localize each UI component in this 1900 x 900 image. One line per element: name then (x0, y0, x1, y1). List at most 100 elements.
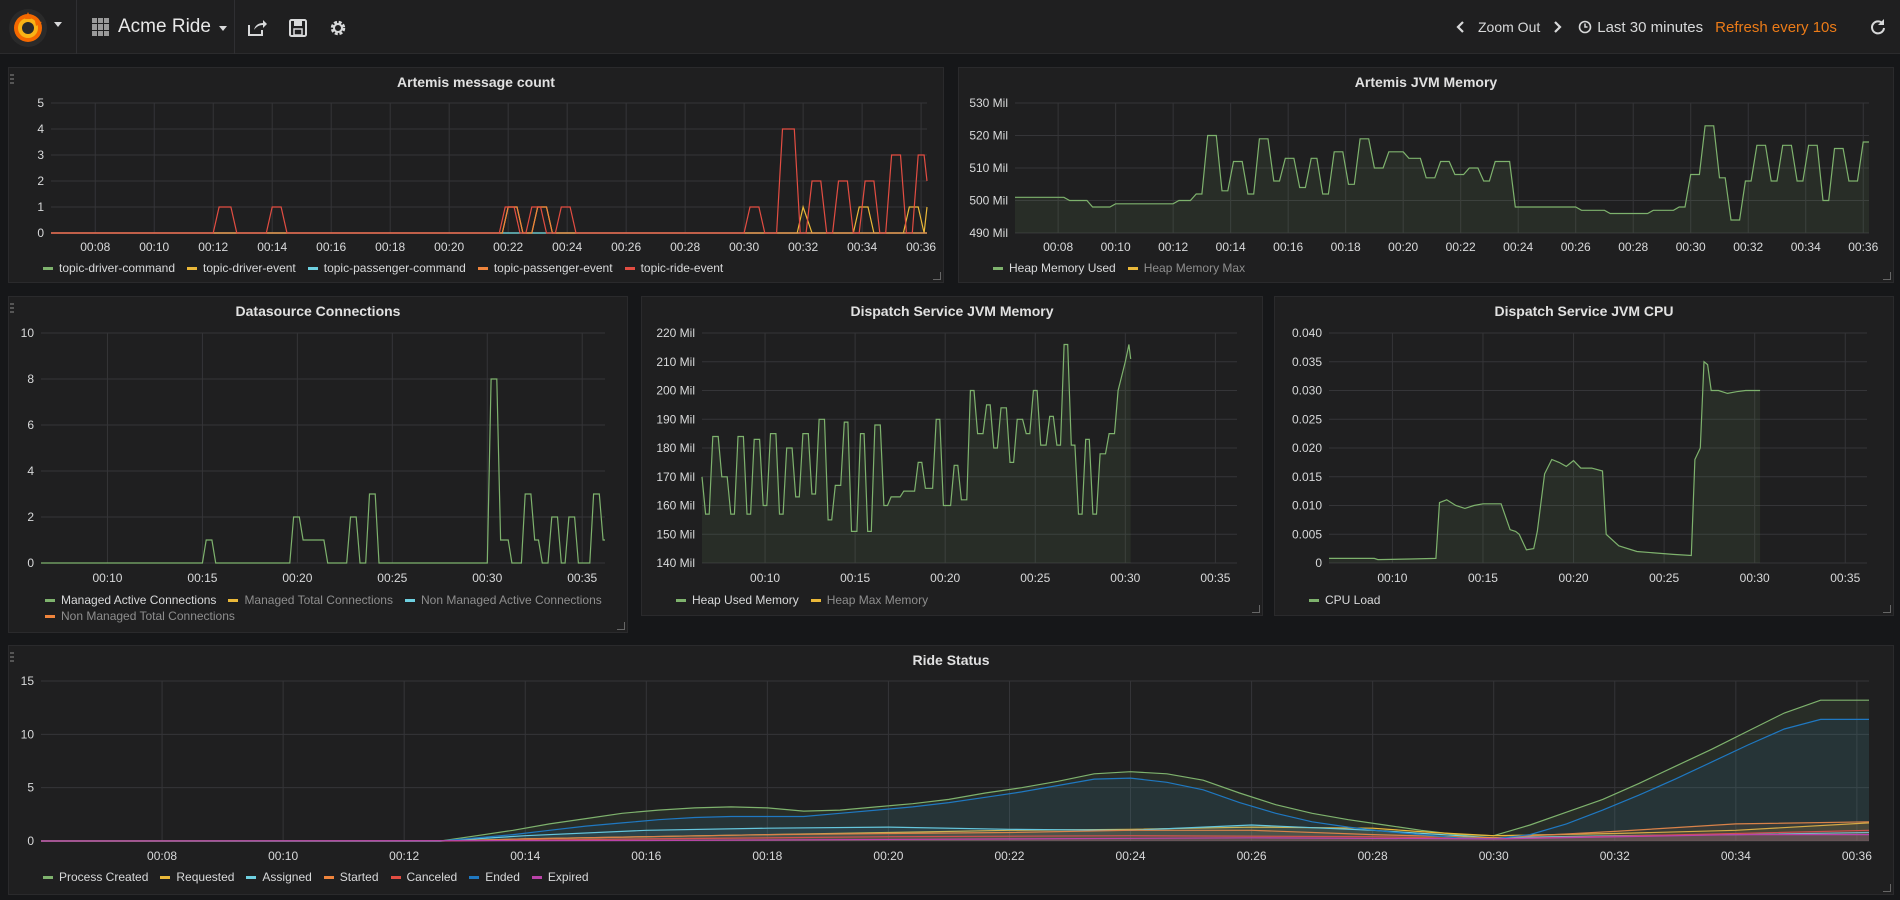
legend-item[interactable]: Requested (160, 870, 234, 884)
datasource-connections-chart[interactable]: 0 2 4 6 8 10 00:10 00:15 00:20 00:25 00:30 00:35 (9, 297, 629, 634)
series-line[interactable] (51, 204, 928, 234)
save-icon[interactable] (287, 17, 309, 39)
series-line[interactable] (41, 378, 605, 564)
y-tick-label: 210 Mil (656, 355, 695, 369)
legend-item[interactable]: Canceled (390, 870, 457, 884)
share-icon[interactable] (246, 17, 268, 39)
time-range-picker[interactable]: Last 30 minutes Refresh every 10s (1578, 19, 1837, 36)
panel-title[interactable]: Artemis message count (397, 74, 555, 90)
panel-resize-handle[interactable] (1883, 272, 1891, 280)
legend-item[interactable]: topic-passenger-command (307, 261, 466, 275)
panel-drag-handle[interactable] (10, 74, 14, 86)
legend-item[interactable]: Started (323, 870, 379, 884)
time-range-label: Last 30 minutes (1597, 18, 1704, 36)
legend-item[interactable]: Expired (531, 870, 589, 884)
x-tick-label: 00:10 (268, 849, 298, 863)
legend-item[interactable]: Assigned (246, 870, 312, 884)
panel-ride-status: Ride Status 0 5 10 15 00:08 00:10 00:12 00:14 00… (8, 645, 1894, 895)
artemis-jvm-memory-chart[interactable]: 490 Mil 500 Mil 510 Mil 520 Mil 530 Mil 00:08… (959, 68, 1895, 284)
grafana-logo-icon[interactable] (8, 8, 48, 48)
y-tick-label: 510 Mil (969, 161, 1008, 175)
panel-resize-handle[interactable] (1883, 884, 1891, 892)
legend-item[interactable]: Heap Used Memory (676, 593, 799, 607)
x-tick-label: 00:22 (1446, 240, 1476, 254)
y-tick-label: 2 (27, 510, 34, 524)
panel-title[interactable]: Dispatch Service JVM Memory (850, 303, 1054, 319)
legend-swatch (469, 875, 480, 879)
panel-title[interactable]: Artemis JVM Memory (1354, 74, 1498, 90)
x-tick-label: 00:36 (906, 240, 936, 254)
x-tick-label: 00:30 (1740, 571, 1770, 585)
legend-item[interactable]: Managed Total Connections (228, 593, 393, 607)
x-tick-label: 00:14 (1216, 240, 1246, 254)
series-line[interactable] (41, 699, 1869, 842)
y-tick-label: 8 (27, 372, 34, 386)
x-tick-label: 00:25 (1020, 571, 1050, 585)
x-tick-label: 00:34 (847, 240, 877, 254)
legend-label: Managed Active Connections (61, 593, 217, 607)
artemis-message-count-chart[interactable]: 0 1 2 3 4 5 00:08 00:10 00:12 00:14 00:16 00:18 00:2… (9, 68, 945, 284)
legend-item[interactable]: topic-ride-event (624, 261, 723, 275)
legend-item[interactable]: topic-passenger-event (477, 261, 613, 275)
x-tick-label: 00:24 (552, 240, 582, 254)
legend-swatch (390, 875, 401, 879)
x-tick-label: 00:08 (1043, 240, 1073, 254)
y-tick-label: 1 (37, 200, 44, 214)
panel-resize-handle[interactable] (1252, 605, 1260, 613)
y-tick-label: 530 Mil (969, 96, 1008, 110)
panel-resize-handle[interactable] (933, 272, 941, 280)
legend-item[interactable]: topic-driver-event (187, 261, 296, 275)
panel-title[interactable]: Datasource Connections (235, 303, 401, 319)
x-tick-label: 00:34 (1791, 240, 1821, 254)
x-tick-label: 00:20 (282, 571, 312, 585)
refresh-icon[interactable] (1869, 18, 1887, 36)
legend-item[interactable]: Ended (469, 870, 520, 884)
x-tick-label: 00:14 (257, 240, 287, 254)
legend-item[interactable]: Heap Memory Used (993, 261, 1116, 275)
series-line[interactable] (51, 128, 928, 234)
ride-status-chart[interactable]: 0 5 10 15 00:08 00:10 00:12 00:14 00:16 00:18 00:2… (9, 646, 1895, 896)
series-line[interactable] (1329, 360, 1761, 561)
y-tick-label: 4 (37, 122, 44, 136)
zoom-out-button[interactable]: Zoom Out (1478, 19, 1541, 35)
legend-item[interactable]: Heap Memory Max (1127, 261, 1245, 275)
x-tick-label: 00:12 (1158, 240, 1188, 254)
legend-swatch (624, 266, 635, 270)
dashboard-picker[interactable]: Acme Ride (92, 14, 227, 40)
x-tick-label: 00:26 (1237, 849, 1267, 863)
series-line[interactable] (701, 343, 1132, 532)
panel-drag-handle[interactable] (10, 652, 14, 664)
panel-resize-handle[interactable] (1883, 605, 1891, 613)
panel-title[interactable]: Ride Status (912, 652, 990, 668)
legend-item[interactable]: Non Managed Active Connections (404, 593, 602, 607)
series-line[interactable] (40, 834, 1869, 842)
dispatch-jvm-cpu-chart[interactable]: 0 0.005 0.010 0.015 0.020 0.025 0.030 0.035 0.04… (1275, 297, 1895, 617)
legend-item[interactable]: Heap Max Memory (810, 593, 928, 607)
dispatch-jvm-memory-chart[interactable]: 140 Mil 150 Mil 160 Mil 170 Mil 180 Mil 190 M… (642, 297, 1264, 617)
series-line[interactable] (1015, 125, 1869, 221)
legend-item[interactable]: CPU Load (1309, 593, 1380, 607)
clock-icon (1578, 20, 1592, 34)
x-tick-label: 00:08 (80, 240, 110, 254)
x-tick-label: 00:18 (375, 240, 405, 254)
legend-item[interactable]: topic-driver-command (43, 261, 175, 275)
y-tick-label: 0.020 (1292, 441, 1322, 455)
series-line[interactable] (41, 821, 1870, 842)
panel-drag-handle[interactable] (10, 303, 14, 315)
legend-item[interactable]: Managed Active Connections (45, 593, 216, 607)
panel-artemis-jvm-memory: Artemis JVM Memory 490 Mil 500 Mil 510 Mil… (958, 67, 1894, 283)
x-tick-label: 00:30 (729, 240, 759, 254)
legend-item[interactable]: Non Managed Total Connections (45, 609, 235, 623)
legend-item[interactable]: Process Created (43, 870, 148, 884)
chevron-right-icon[interactable] (1550, 20, 1564, 34)
x-tick-label: 00:10 (92, 571, 122, 585)
series-line[interactable] (41, 718, 1869, 842)
logo-menu-caret-icon[interactable] (54, 22, 62, 27)
chevron-left-icon[interactable] (1454, 20, 1468, 34)
y-tick-label: 180 Mil (656, 441, 695, 455)
panel-resize-handle[interactable] (617, 622, 625, 630)
gear-icon[interactable] (327, 17, 349, 39)
legend-swatch (531, 875, 542, 879)
series-line[interactable] (51, 206, 927, 234)
panel-title[interactable]: Dispatch Service JVM CPU (1494, 303, 1674, 319)
